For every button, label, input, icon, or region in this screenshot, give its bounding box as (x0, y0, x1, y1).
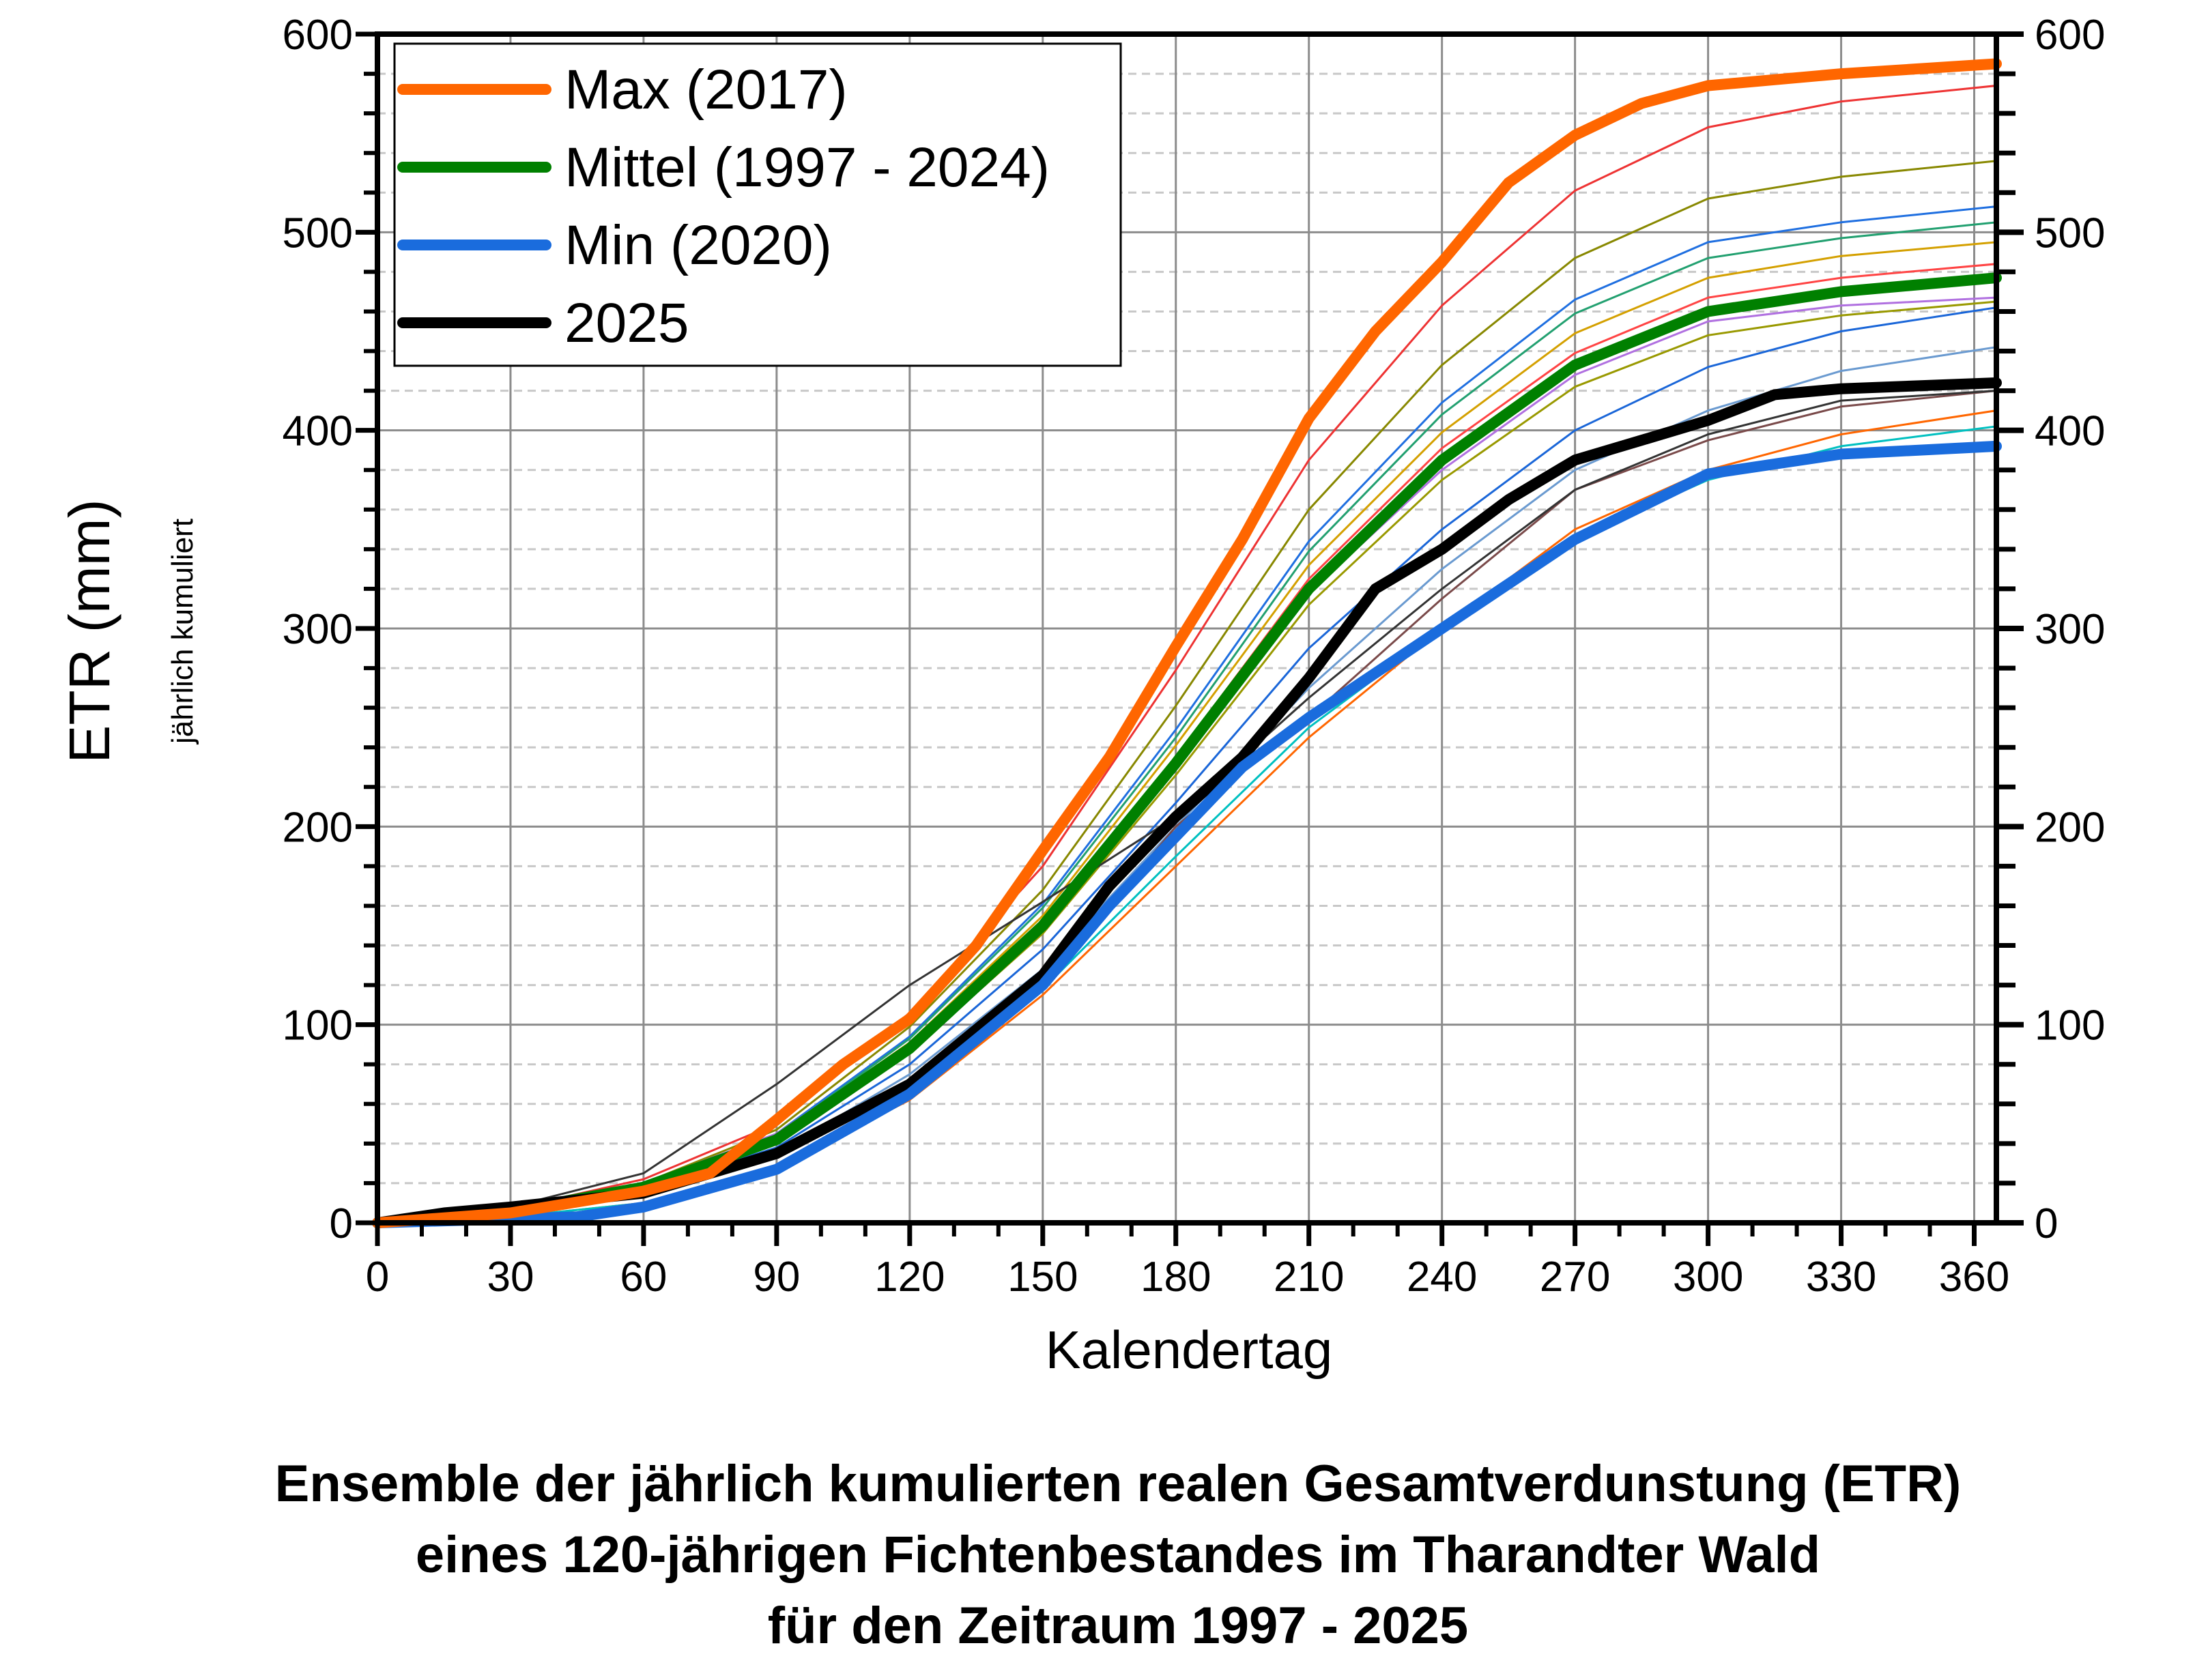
y-tick-label-left: 400 (283, 408, 353, 455)
y-tick-label-right: 100 (2035, 1002, 2105, 1049)
chart-title-line-3: für den Zeitraum 1997 - 2025 (768, 1597, 1468, 1655)
legend-label: Max (2017) (564, 59, 848, 121)
ensemble-year-line (376, 241, 1998, 1224)
series-line-mittel-1997-2024 (372, 272, 2002, 1228)
y-tick-label-left: 200 (283, 804, 353, 851)
x-tick-label: 150 (1007, 1254, 1078, 1301)
series-line-max-2017 (372, 58, 2002, 1228)
legend-box (393, 42, 1122, 367)
x-tick-label: 30 (487, 1254, 534, 1301)
x-tick-label: 210 (1274, 1254, 1344, 1301)
x-tick-label: 300 (1673, 1254, 1743, 1301)
ensemble-year-line (376, 221, 1998, 1224)
x-tick-label: 360 (1939, 1254, 2009, 1301)
y-tick-label-left: 300 (283, 606, 353, 653)
legend: Max (2017) Mittel (1997 - 2024) Min (2020)… (393, 42, 1122, 367)
ensemble-year-line (376, 346, 1998, 1224)
x-tick-label: 120 (874, 1254, 945, 1301)
legend-label: Min (2020) (564, 214, 832, 276)
y-tick-label-right: 600 (2035, 12, 2105, 59)
series-line-min-2020 (372, 440, 2002, 1228)
y-tick-label-right: 400 (2035, 408, 2105, 455)
y-tick-label-right: 200 (2035, 804, 2105, 851)
x-tick-label: 330 (1806, 1254, 1876, 1301)
y-tick-label-left: 500 (283, 209, 353, 257)
y-tick-label-right: 500 (2035, 209, 2105, 257)
ensemble-year-line (376, 306, 1998, 1224)
x-tick-label: 90 (753, 1254, 800, 1301)
y-axis-subtitle: jährlich kumuliert (166, 519, 199, 745)
chart-title-line-1: Ensemble der jährlich kumulierten realen… (275, 1455, 1962, 1513)
x-tick-label: 180 (1140, 1254, 1211, 1301)
x-tick-label: 240 (1407, 1254, 1477, 1301)
y-tick-label-left: 100 (283, 1002, 353, 1049)
series-lines (372, 58, 2002, 1228)
ensemble-year-line (376, 300, 1998, 1224)
x-axis-title: Kalendertag (1046, 1320, 1333, 1380)
y-axis-title: ETR (mm) (57, 499, 121, 763)
legend-label: Mittel (1997 - 2024) (564, 136, 1050, 199)
plot-frame (375, 31, 1999, 1226)
y-tick-label-right: 300 (2035, 606, 2105, 653)
chart-title-line-2: eines 120-jährigen Fichtenbestandes im T… (416, 1526, 1820, 1584)
x-tick-label: 0 (366, 1254, 389, 1301)
x-tick-label: 270 (1540, 1254, 1610, 1301)
grid (377, 34, 1996, 1223)
legend-label: 2025 (564, 292, 689, 354)
y-tick-label-left: 600 (283, 12, 353, 59)
y-tick-label-right: 0 (2035, 1200, 2058, 1247)
x-tick-label: 60 (620, 1254, 667, 1301)
y-tick-label-left: 0 (330, 1200, 353, 1247)
ensemble-year-line (376, 85, 1998, 1224)
